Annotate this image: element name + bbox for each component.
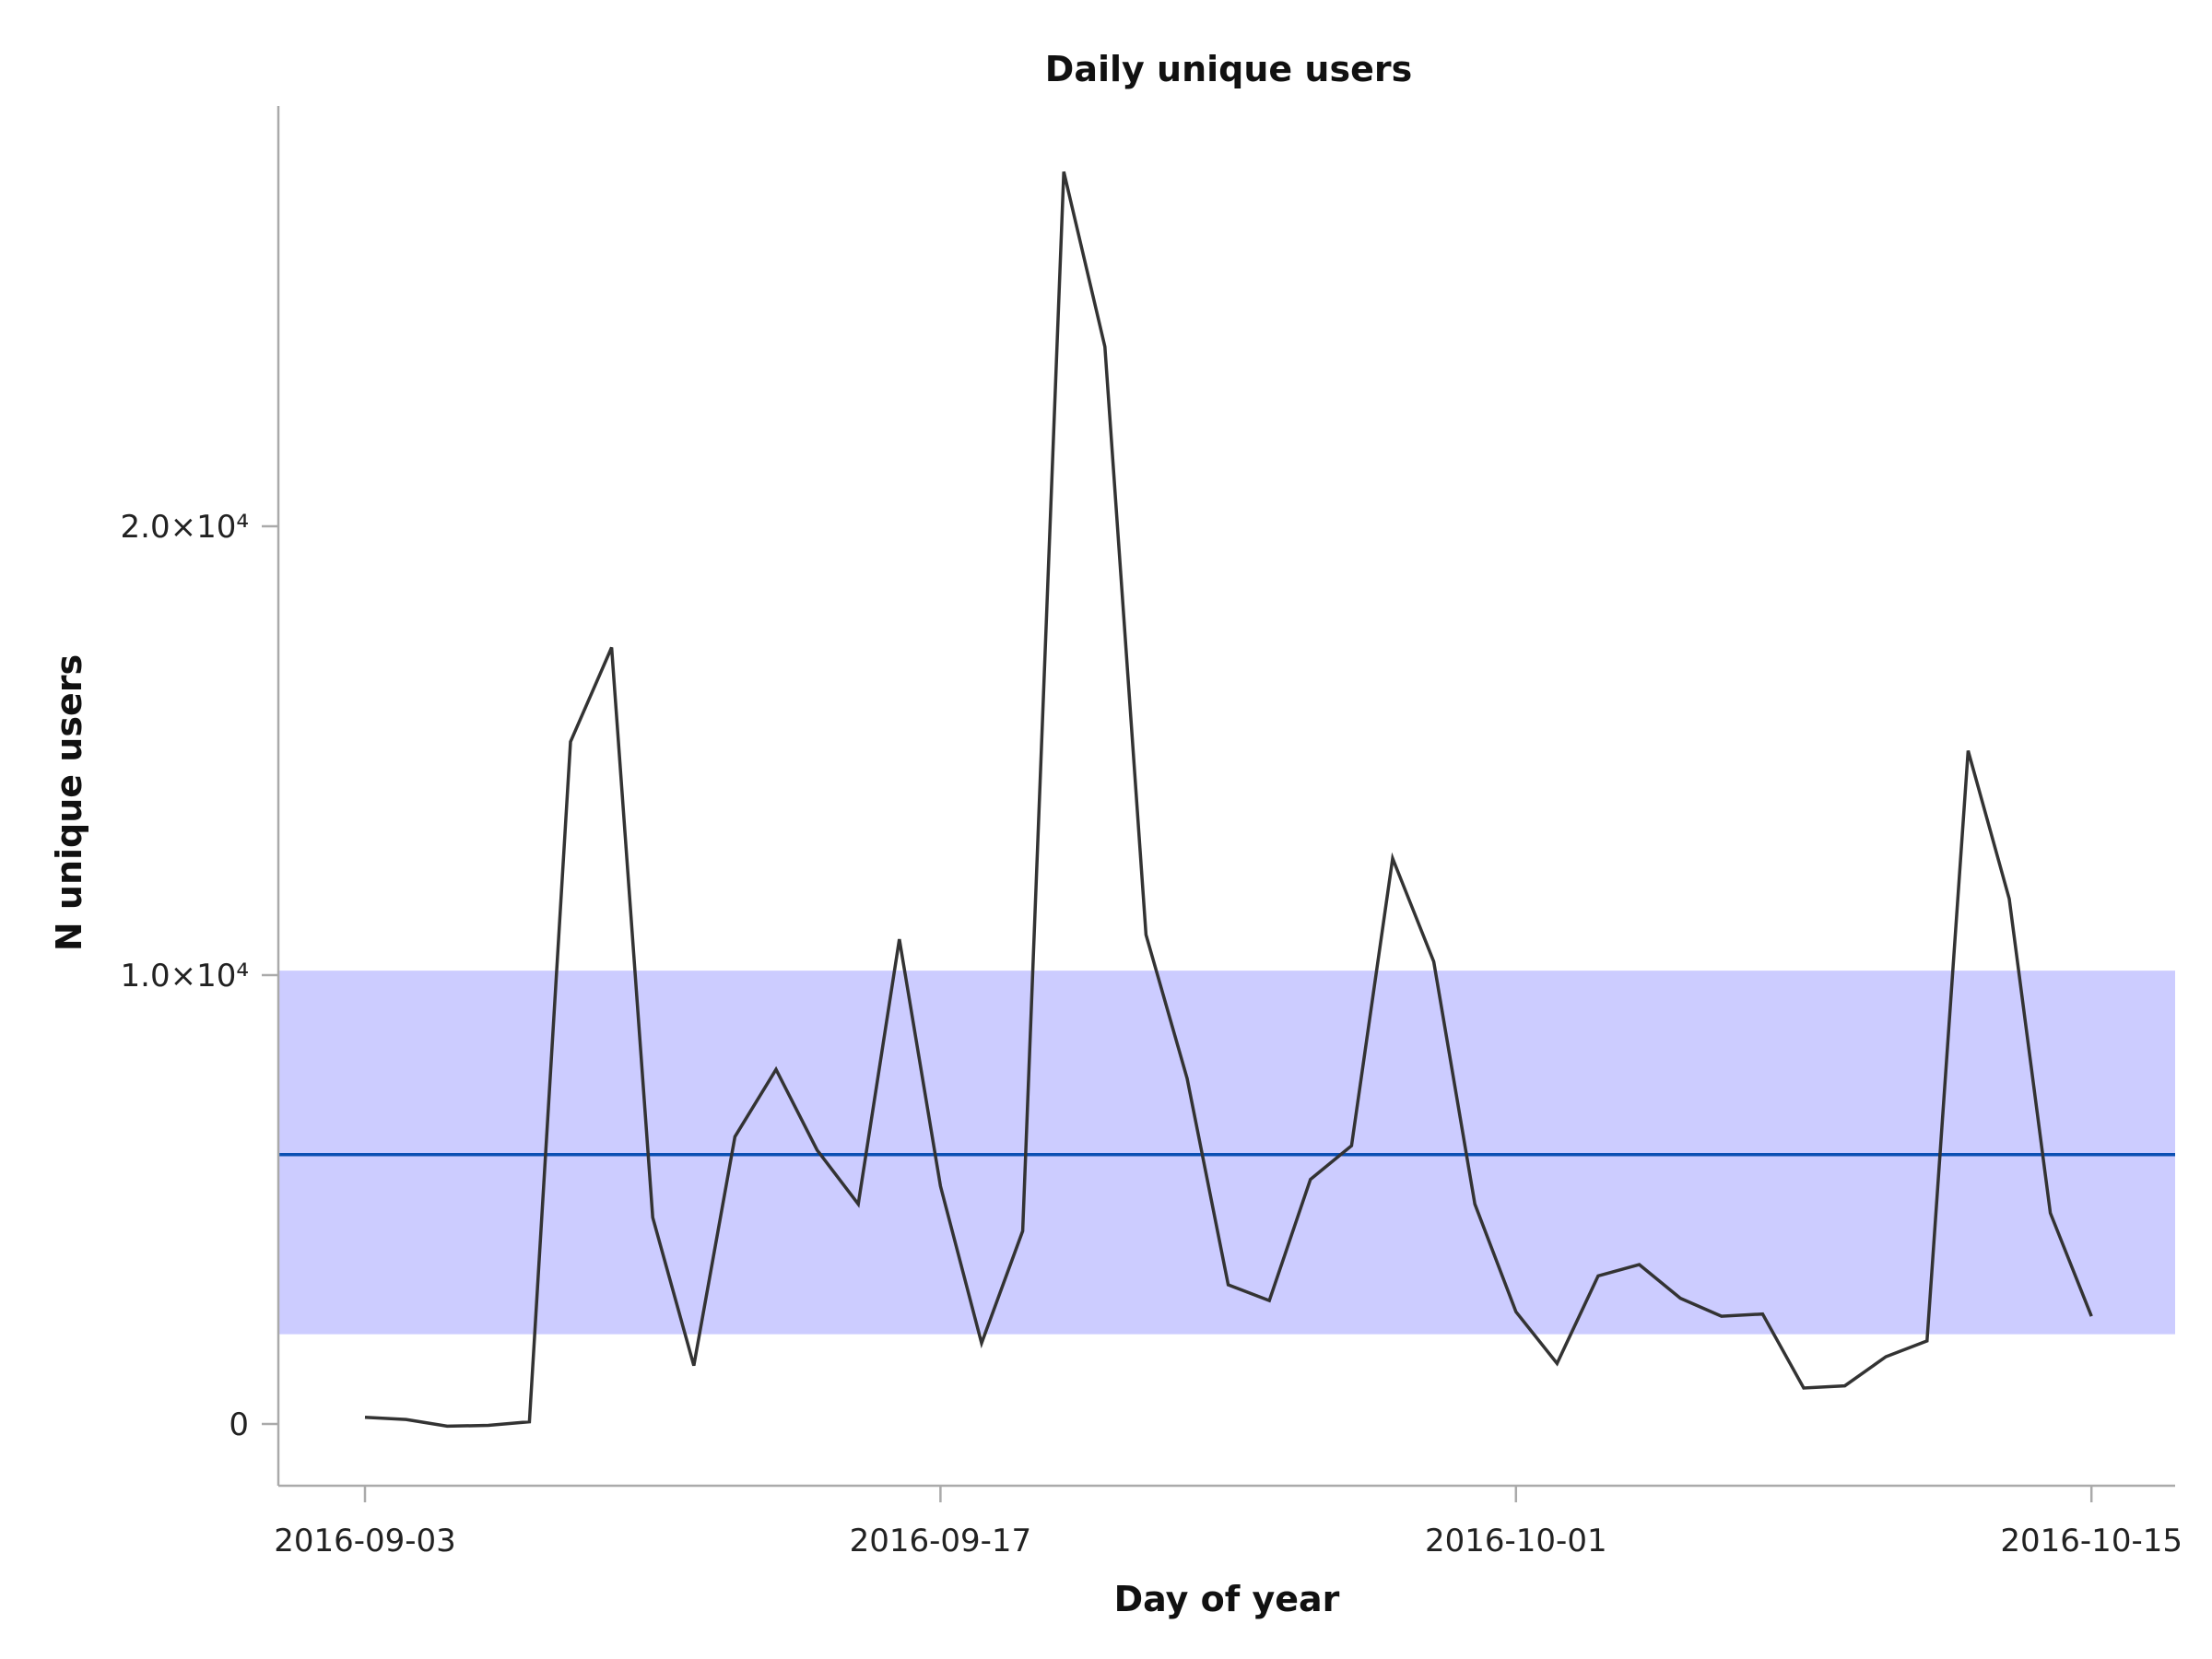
x-tick-label-3: 2016-10-15 xyxy=(2000,1523,2183,1559)
y-axis-label: N unique users xyxy=(49,654,89,951)
x-tick-label-1: 2016-09-17 xyxy=(850,1523,1032,1559)
x-axis-label: Day of year xyxy=(1114,1579,1340,1619)
y-tick-label-2: 2.0×10⁴ xyxy=(121,509,249,546)
x-tick-label-2: 2016-10-01 xyxy=(1425,1523,1607,1559)
y-tick-label-0: 0 xyxy=(229,1406,249,1443)
x-tick-label-0: 2016-09-03 xyxy=(274,1523,456,1559)
plot-area xyxy=(279,171,2175,1429)
series-line-0 xyxy=(364,171,2093,1429)
chart-title: Daily unique users xyxy=(1045,49,1412,89)
y-tick-label-1: 1.0×10⁴ xyxy=(121,958,249,994)
axis-ticks: 2016-09-03 2016-09-17 2016-10-01 2016-10-15… xyxy=(121,509,2183,1559)
